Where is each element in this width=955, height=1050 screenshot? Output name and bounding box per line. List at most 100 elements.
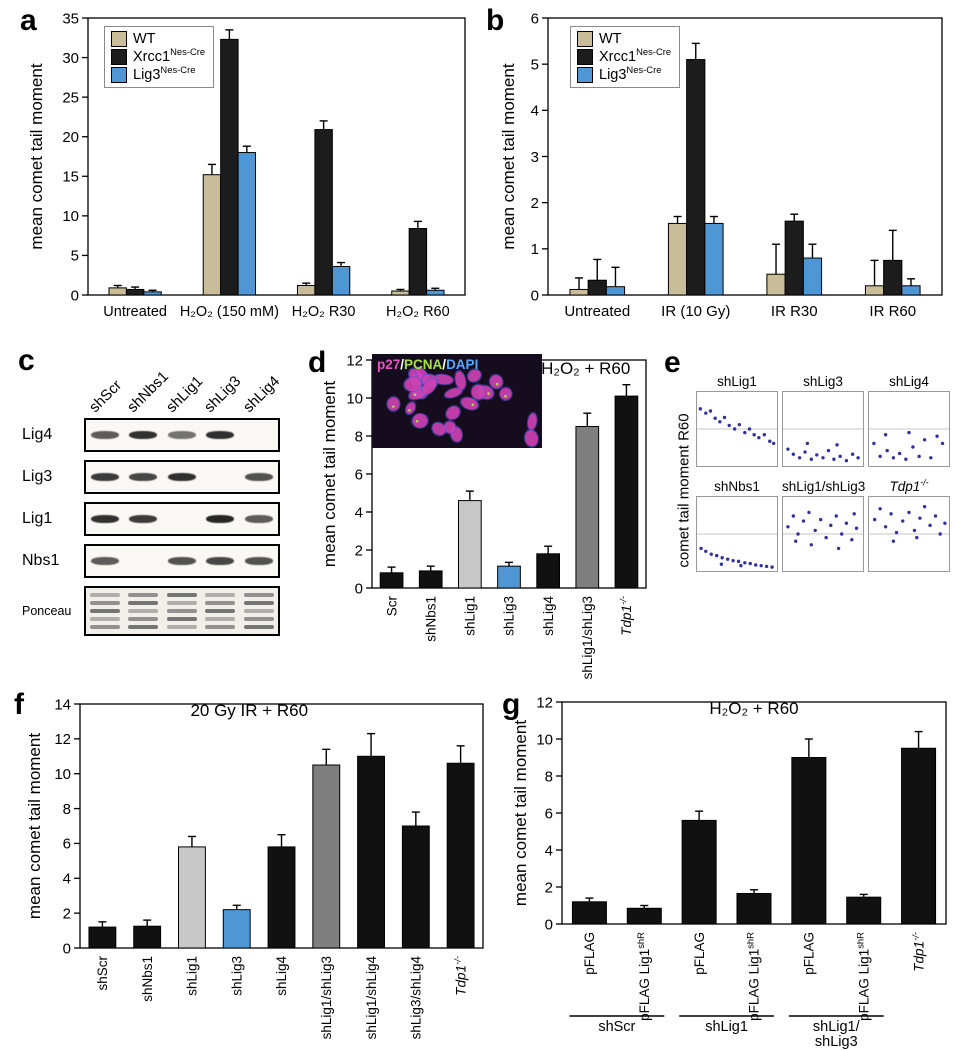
bar	[605, 286, 626, 296]
x-bar-label: shLig4	[541, 596, 556, 636]
ponceau-band	[128, 609, 159, 613]
data-point	[901, 519, 905, 523]
data-point	[731, 558, 735, 563]
data-point	[922, 504, 927, 509]
y-axis-title: mean comet tail moment	[25, 733, 44, 919]
protein-band	[206, 431, 235, 439]
bar	[766, 273, 786, 296]
bar	[391, 290, 410, 296]
bar	[704, 222, 724, 296]
scatter-canvas	[696, 391, 778, 467]
nucleus	[466, 368, 482, 383]
nucleus	[454, 369, 467, 391]
y-tick-label: 2	[63, 905, 71, 922]
nucleus	[445, 405, 461, 421]
y-tick-label: 6	[355, 466, 363, 483]
bar	[497, 565, 521, 589]
ponceau-band	[243, 601, 274, 605]
x-category-label: H₂O₂ (150 mM)	[180, 304, 279, 320]
blot-row-label: Lig3	[22, 468, 53, 485]
legend-label: Xrcc1Nes-Cre	[599, 46, 672, 65]
y-tick-label: 30	[62, 50, 79, 67]
data-point	[918, 516, 922, 520]
data-point	[872, 441, 876, 446]
ponceau-band	[166, 601, 197, 605]
data-point	[844, 521, 849, 525]
legend-item: Xrcc1Nes-Cre	[577, 46, 672, 65]
data-point	[797, 456, 802, 460]
data-point	[704, 411, 708, 415]
ponceau-band	[243, 617, 274, 621]
bar	[626, 907, 662, 925]
scatter-canvas	[782, 496, 864, 572]
panel-f: f 0 2 4 6 8 10 12 14 mean comet tail moment 20 Gy…	[14, 688, 492, 1050]
data-point	[801, 519, 806, 523]
bar	[296, 285, 316, 296]
y-tick-label: 1	[531, 241, 539, 258]
blot-membrane	[84, 418, 280, 452]
protein-band	[129, 515, 158, 523]
bar	[125, 288, 145, 296]
nucleus	[403, 376, 423, 393]
ponceau-band	[128, 593, 159, 597]
scatter-title: shLig1	[717, 374, 757, 389]
y-tick-label: 0	[63, 940, 71, 957]
data-point	[722, 415, 727, 420]
protein-band	[167, 431, 196, 439]
ponceau-band	[205, 625, 236, 629]
y-tick-label: 2	[355, 542, 363, 559]
blot-ponceau	[84, 586, 280, 636]
data-point	[835, 443, 839, 447]
protein-band	[244, 473, 273, 481]
blot-lane-label: shNbs1	[124, 368, 173, 416]
bar-chart-d: 0 2 4 6 8 10 12 mean comet tail moment H₂O₂ + R6…	[320, 352, 647, 679]
data-point	[940, 441, 945, 446]
legend-item: Xrcc1Nes-Cre	[111, 47, 205, 65]
legend-label: Lig3Nes-Cre	[133, 64, 196, 83]
x-bar-label: pFLAG	[692, 932, 707, 975]
legend-label: Lig3Nes-Cre	[599, 64, 662, 83]
y-tick-label: 3	[531, 149, 539, 166]
panel-label-f: f	[14, 688, 24, 721]
data-point	[840, 532, 844, 536]
data-point	[768, 439, 772, 443]
bar	[178, 846, 206, 949]
y-tick-label: 14	[54, 696, 71, 713]
legend-label: WT	[599, 31, 622, 47]
data-point	[807, 510, 811, 515]
data-point	[764, 564, 769, 569]
ponceau-band	[205, 593, 236, 597]
data-point	[850, 452, 855, 456]
data-point	[911, 445, 915, 449]
bar	[418, 570, 443, 589]
scatter-title: shLig3	[803, 374, 843, 389]
x-bar-label: shLig3	[229, 956, 244, 996]
data-point	[938, 532, 942, 536]
protein-band	[129, 473, 158, 481]
x-bar-label: pFLAG Lig1shR	[855, 932, 871, 1021]
data-point	[883, 525, 888, 529]
protein-band	[167, 473, 196, 481]
blot-row-label: Nbs1	[22, 552, 60, 569]
data-point	[856, 456, 860, 460]
protein-band	[167, 557, 196, 565]
x-bar-label: Tdp1-/-	[452, 956, 468, 996]
protein-band	[91, 473, 119, 481]
group-label: shLig1/	[813, 1019, 861, 1035]
bar	[791, 757, 827, 925]
data-point	[917, 454, 921, 459]
scatter-canvas	[696, 496, 778, 572]
panel-label-a: a	[20, 4, 37, 37]
data-point	[747, 427, 752, 431]
data-point	[739, 563, 743, 568]
ponceau-band	[90, 609, 120, 613]
data-point	[715, 553, 719, 558]
bar	[458, 500, 482, 589]
data-point	[834, 514, 838, 518]
ponceau-band	[243, 593, 274, 597]
data-point	[720, 556, 724, 560]
y-tick-label: 0	[545, 916, 553, 933]
bar	[314, 129, 333, 296]
y-tick-label: 12	[54, 731, 71, 748]
nucleus	[421, 377, 438, 396]
